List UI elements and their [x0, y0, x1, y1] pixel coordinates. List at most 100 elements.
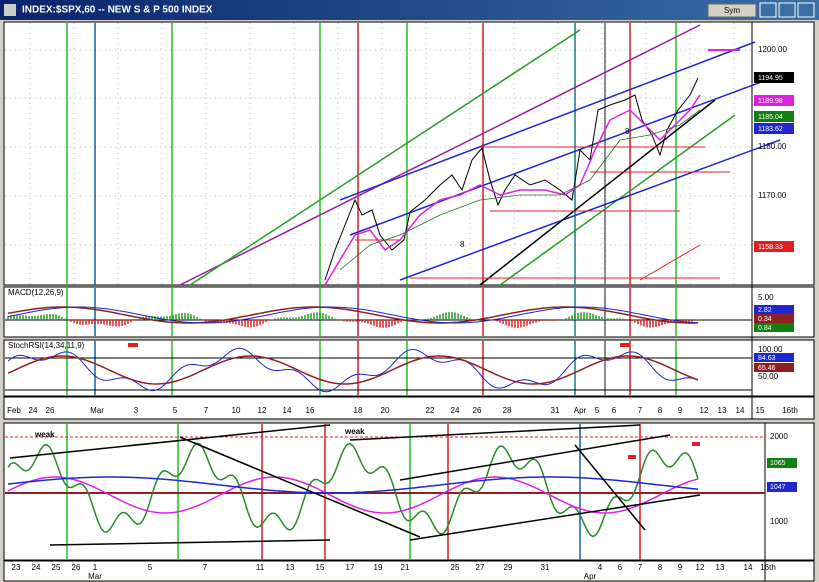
date-label: 8: [658, 406, 663, 415]
axis-label: 1170.00: [758, 191, 787, 200]
maximize-button[interactable]: [778, 2, 796, 18]
axis-label: 100.00: [758, 345, 783, 354]
panel-title: MACD(12,26,9): [8, 288, 64, 297]
osc-magenta: [7, 476, 699, 514]
date-label: 13: [286, 563, 295, 572]
lower-annotation: weak: [344, 427, 365, 436]
month-label: Apr: [584, 572, 597, 581]
date-label: 24: [451, 406, 460, 415]
date-label: 1: [93, 563, 98, 572]
axis-label: 1000: [770, 517, 788, 526]
macd-flag-label: 0.84: [758, 325, 772, 332]
lower-trend-lines: [9, 424, 701, 546]
stoch-flag: [754, 353, 794, 362]
date-label: 24: [32, 563, 41, 572]
macd-flag-label: 2.82: [758, 307, 772, 314]
date-label: 3: [134, 406, 139, 415]
date-label: 14: [283, 406, 292, 415]
stoch-line: [7, 347, 699, 393]
date-label: 10: [232, 406, 241, 415]
date-label: 6: [612, 406, 617, 415]
price-annotation: 8: [625, 127, 630, 136]
marker: [692, 442, 700, 446]
lower-panel: [3, 422, 815, 561]
macd-panel: [3, 286, 815, 338]
date-label: 31: [551, 406, 560, 415]
date-axis: [3, 396, 815, 420]
lower-flag: [767, 482, 797, 492]
price-flag-label: 1194.95: [758, 75, 783, 82]
price-flag: [754, 111, 794, 122]
signal-line: [7, 306, 699, 324]
window-title: INDEX:$SPX,60 -- NEW S & P 500 INDEX: [22, 5, 213, 16]
axis-label: 1180.00: [758, 142, 787, 151]
minimize-button[interactable]: [759, 2, 777, 18]
price-flag-label: 1189.98: [758, 98, 783, 105]
date-label: 8: [658, 563, 663, 572]
vertical-markers: [66, 23, 677, 560]
price-flag: [754, 241, 794, 252]
date-labels: 24 26 3 5 7 10 12 14 16 18 20 22 24 26 28 31 5 6 7 8 9 12 13 14…: [7, 406, 798, 581]
date-label: 7: [638, 563, 643, 572]
date-label: 13: [716, 563, 725, 572]
date-label: 12: [700, 406, 709, 415]
price-flag: [754, 95, 794, 106]
month-label: Mar: [90, 406, 104, 415]
month-label: Apr: [574, 406, 587, 415]
stoch-plot: [7, 347, 699, 393]
axis-label: 50.00: [758, 372, 779, 381]
stoch-panel: [3, 339, 815, 397]
panel-title: StochRSI(14,34,11,9): [8, 341, 85, 350]
price-flag-label: 1183.62: [758, 126, 783, 133]
date-label: 11: [256, 563, 265, 572]
date-label: 7: [203, 563, 208, 572]
date-label: 12: [696, 563, 705, 572]
price-flag-label: 1158.33: [758, 244, 783, 251]
app-icon: [4, 4, 16, 16]
date-label: 28: [503, 406, 512, 415]
axis-label: 2000: [770, 432, 788, 441]
price-panel: [3, 21, 815, 286]
macd-flag: [754, 323, 794, 332]
date-label: 12: [258, 406, 267, 415]
osc-blue: [7, 476, 699, 494]
sym-button[interactable]: [707, 3, 757, 18]
date-label: 7: [204, 406, 209, 415]
axis-label: 5.00: [758, 293, 774, 302]
date-label: 17: [346, 563, 355, 572]
date-label: 16th: [760, 563, 776, 572]
date-label: 13: [718, 406, 727, 415]
date-label: 27: [476, 563, 485, 572]
price-annotation: 8: [460, 240, 465, 249]
date-label: 26: [72, 563, 81, 572]
date-label: 9: [678, 563, 683, 572]
date-label: 22: [426, 406, 435, 415]
title-bar: [0, 0, 819, 20]
price-flag: [754, 72, 794, 83]
date-label: 23: [12, 563, 21, 572]
date-label: 5: [173, 406, 178, 415]
osc-line: [7, 442, 699, 538]
lower-flag-label: 1065: [770, 460, 786, 467]
trend-lines: [179, 24, 781, 286]
month-label: Mar: [88, 572, 102, 581]
close-button[interactable]: [797, 2, 815, 18]
date-label: 25: [52, 563, 61, 572]
stoch-flag: [754, 363, 794, 372]
date-label: 18: [354, 406, 363, 415]
date-label: 14: [744, 563, 753, 572]
date-label: 9: [678, 406, 683, 415]
date-label: 4: [598, 563, 603, 572]
stoch-signal: [7, 355, 699, 385]
macd-flag-label: 0.34: [758, 316, 772, 323]
marker: [128, 343, 138, 347]
sym-label: Sym: [724, 6, 740, 15]
lower-date-axis: [3, 560, 815, 582]
date-label: 14: [736, 406, 745, 415]
date-label: 15: [756, 406, 765, 415]
date-label: 5: [148, 563, 153, 572]
date-label: 15: [316, 563, 325, 572]
date-label: 6: [618, 563, 623, 572]
date-label: 16: [306, 406, 315, 415]
